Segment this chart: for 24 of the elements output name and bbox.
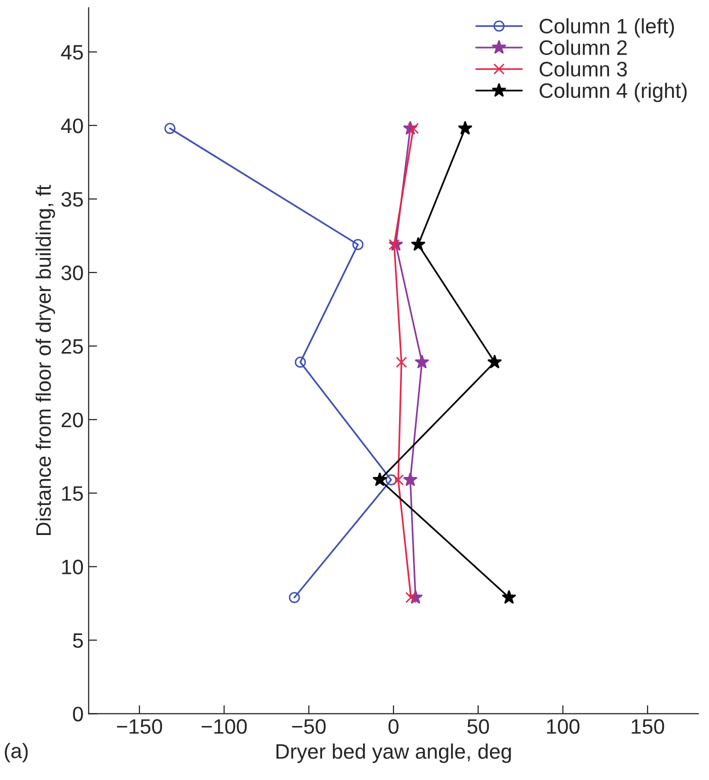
y-tick-label: 0 bbox=[72, 706, 83, 722]
legend-label: Column 4 (right) bbox=[540, 82, 687, 102]
y-tick-label: 5 bbox=[73, 633, 83, 648]
y-tick-label: 40 bbox=[61, 118, 83, 134]
x-tick-label: −150 bbox=[117, 719, 162, 734]
legend-label: Column 3 bbox=[540, 61, 627, 77]
x-tick-label: 50 bbox=[467, 719, 489, 734]
y-tick-label: 30 bbox=[61, 266, 83, 280]
text: (a) bbox=[4, 742, 28, 762]
y-tick-label: 15 bbox=[62, 486, 83, 501]
x-axis-title: Dryer bed yaw angle, deg bbox=[276, 744, 511, 763]
y-tick-label: 25 bbox=[62, 339, 83, 354]
x-tick-label: 100 bbox=[547, 719, 580, 734]
y-tick-label: 45 bbox=[61, 45, 83, 60]
y-tick-label: 20 bbox=[62, 412, 83, 428]
x-tick-label: −50 bbox=[292, 719, 326, 734]
y-tick-label: 35 bbox=[61, 192, 83, 207]
y-tick-label: 10 bbox=[62, 560, 83, 574]
x-tick-label: 0 bbox=[388, 719, 398, 734]
x-tick-label: −100 bbox=[202, 719, 247, 734]
x-tick-label: 150 bbox=[632, 719, 664, 734]
legend-label: Column 1 (left) bbox=[540, 18, 674, 38]
y-axis-title: Distance from floor of dryer building, ft bbox=[36, 184, 56, 536]
legend-label: Column 2 bbox=[540, 40, 627, 56]
